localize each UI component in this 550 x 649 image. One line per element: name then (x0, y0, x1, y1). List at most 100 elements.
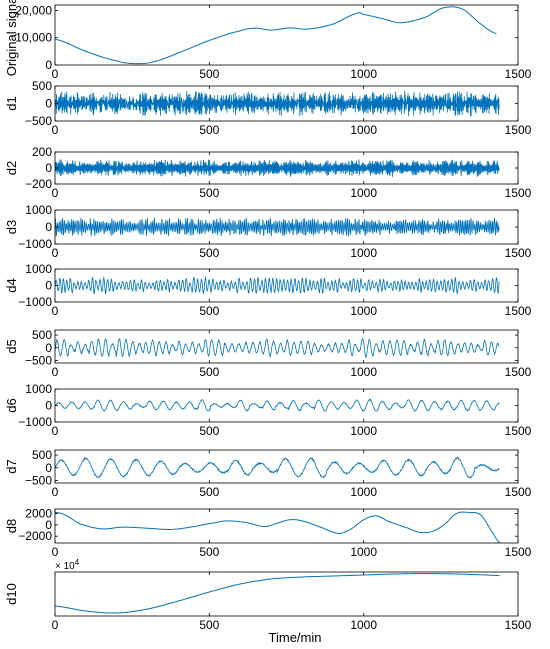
y-axis-label: d7 (4, 459, 19, 473)
x-tick-label: 1000 (350, 424, 377, 438)
series-line (55, 216, 500, 237)
series-line (55, 90, 500, 117)
x-tick-label: 500 (199, 365, 219, 379)
x-tick-label: 1500 (505, 304, 532, 318)
x-tick-label: 1000 (350, 123, 377, 137)
y-tick-label: 500 (32, 328, 52, 342)
y-tick-label: 500 (32, 448, 52, 462)
x-tick-label: 1000 (350, 365, 377, 379)
y-axis-label: d10 (4, 583, 19, 605)
x-tick-label: 0 (52, 67, 59, 81)
x-tick-label: 1500 (505, 424, 532, 438)
y-axis-label: d4 (4, 278, 19, 292)
x-tick-label: 1000 (350, 618, 377, 632)
y-tick-label: −500 (25, 353, 52, 367)
axes-box (54, 388, 519, 423)
y-tick-label: 500 (32, 79, 52, 93)
x-tick-label: 1000 (350, 67, 377, 81)
x-tick-label: 0 (52, 304, 59, 318)
x-tick-label: 1000 (350, 246, 377, 260)
x-tick-label: 1500 (505, 485, 532, 499)
y-tick-label: 1000 (25, 262, 52, 276)
series-line (55, 456, 500, 479)
series-line (55, 398, 500, 413)
y-tick-label: 0 (45, 161, 52, 175)
y-tick-label: 2000 (25, 507, 52, 521)
y-axis-label: d2 (4, 161, 19, 175)
series-line (55, 159, 500, 177)
x-tick-label: 500 (199, 123, 219, 137)
axes-box (54, 508, 519, 544)
axes-box (54, 449, 519, 484)
y-tick-label: 0 (45, 461, 52, 475)
x-tick-label: 1500 (505, 246, 532, 260)
y-tick-label: −1000 (18, 295, 52, 309)
y-tick-label: −1000 (18, 237, 52, 251)
x-tick-label: 0 (52, 123, 59, 137)
x-tick-label: 500 (199, 67, 219, 81)
series-line (55, 6, 497, 65)
x-axis-label: Time/min (269, 630, 322, 645)
axes-box (54, 329, 519, 364)
series-line (55, 511, 500, 543)
y-tick-label: 0 (45, 58, 52, 72)
x-tick-label: 1500 (505, 186, 532, 200)
subplot-d10: 0 500 1000 1500 d10 × 104 (4, 558, 532, 632)
x-tick-label: 1000 (350, 545, 377, 559)
x-tick-label: 1500 (505, 545, 532, 559)
y-exponent-power: 4 (75, 558, 80, 567)
x-tick-label: 1500 (505, 123, 532, 137)
x-tick-label: 1500 (505, 67, 532, 81)
x-tick-label: 500 (199, 246, 219, 260)
x-tick-label: 0 (52, 618, 59, 632)
y-tick-label: 1000 (25, 382, 52, 396)
x-tick-label: 1500 (505, 618, 532, 632)
y-tick-label: 0 (45, 341, 52, 355)
y-tick-label: −500 (25, 114, 52, 128)
series-line (55, 573, 500, 614)
y-axis-label: Original signal (4, 0, 19, 76)
y-tick-label: 1000 (25, 203, 52, 217)
axes-box (54, 4, 519, 66)
y-tick-label: 0 (45, 97, 52, 111)
x-tick-label: 500 (199, 304, 219, 318)
x-tick-label: 500 (199, 485, 219, 499)
x-tick-label: 500 (199, 186, 219, 200)
y-axis-label: d3 (4, 220, 19, 234)
y-tick-label: 200 (32, 145, 52, 159)
y-axis-label: d5 (4, 339, 19, 353)
x-tick-label: 0 (52, 424, 59, 438)
series-line (55, 276, 500, 296)
x-tick-label: 1000 (350, 485, 377, 499)
x-tick-label: 500 (199, 618, 219, 632)
x-tick-label: 1000 (350, 186, 377, 200)
y-tick-label: −200 (25, 177, 52, 191)
x-tick-label: 0 (52, 485, 59, 499)
y-tick-label: 10,000 (15, 31, 52, 45)
x-tick-label: 0 (52, 246, 59, 260)
y-tick-label: −1000 (18, 415, 52, 429)
y-exponent-label: × 104 (55, 558, 80, 572)
y-axis-label: d8 (4, 519, 19, 533)
x-tick-label: 500 (199, 424, 219, 438)
y-tick-label: −500 (25, 473, 52, 487)
y-tick-label: 0 (45, 279, 52, 293)
y-axis-label: d6 (4, 398, 19, 412)
y-tick-label: 0 (45, 399, 52, 413)
series-line (55, 337, 500, 359)
y-axis-label: d1 (4, 96, 19, 110)
x-tick-label: 0 (52, 186, 59, 200)
axes-box (54, 571, 519, 617)
x-tick-label: 1000 (350, 304, 377, 318)
